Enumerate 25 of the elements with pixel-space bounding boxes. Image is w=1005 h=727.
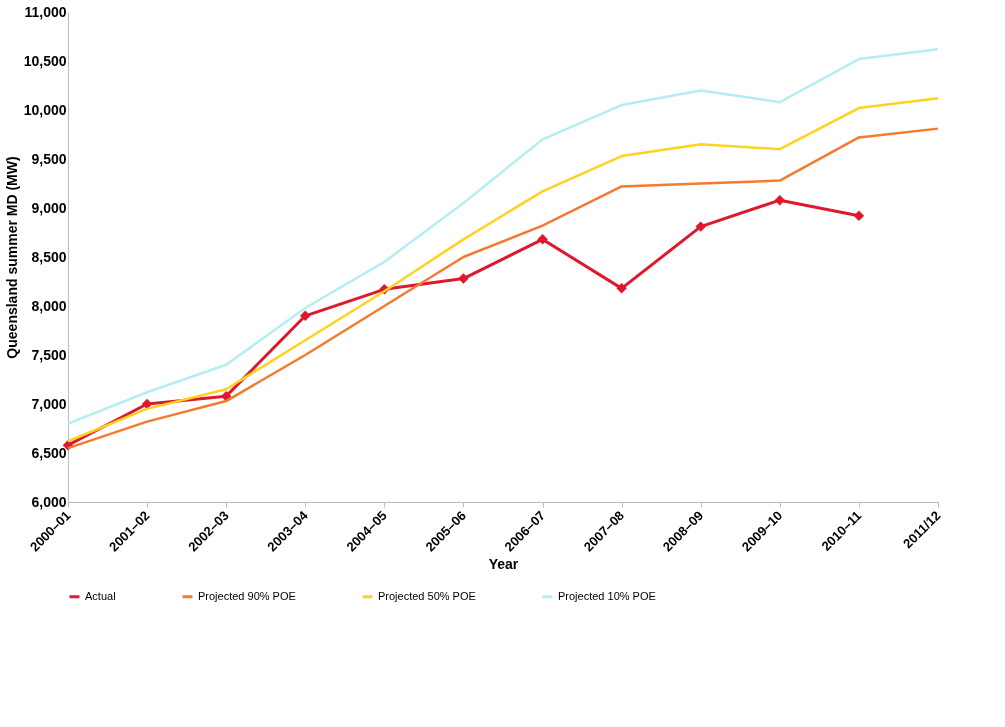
- point: [616, 283, 627, 294]
- y-tick-label: 8,000: [31, 297, 67, 314]
- y-tick-label: 9,000: [31, 199, 67, 216]
- y-tick-label: 7,000: [31, 395, 67, 412]
- y-tick-label: 8,500: [31, 248, 67, 265]
- legend-label: Projected 10% POE: [558, 589, 656, 602]
- point: [774, 194, 786, 206]
- y-tick-label: 6,000: [31, 493, 67, 510]
- legend-label: Actual: [85, 589, 116, 602]
- point: [695, 221, 706, 232]
- legend-label: Projected 90% POE: [198, 589, 296, 602]
- y-axis-title: Queensland summer MD (MW): [3, 156, 20, 359]
- legend-label: Projected 50% POE: [378, 589, 476, 602]
- point: [458, 273, 469, 284]
- y-tick-label: 10,500: [23, 52, 67, 69]
- y-tick-label: 6,500: [31, 444, 67, 461]
- y-tick-label: 10,000: [23, 101, 67, 118]
- line-series: [66, 47, 940, 425]
- y-tick-label: 11,000: [24, 3, 67, 20]
- y-tick-label: 9,500: [31, 150, 67, 167]
- point: [853, 210, 865, 222]
- x-axis-title: Year: [488, 556, 519, 573]
- point: [537, 234, 548, 245]
- point: [300, 310, 311, 322]
- y-tick-label: 7,500: [31, 346, 67, 363]
